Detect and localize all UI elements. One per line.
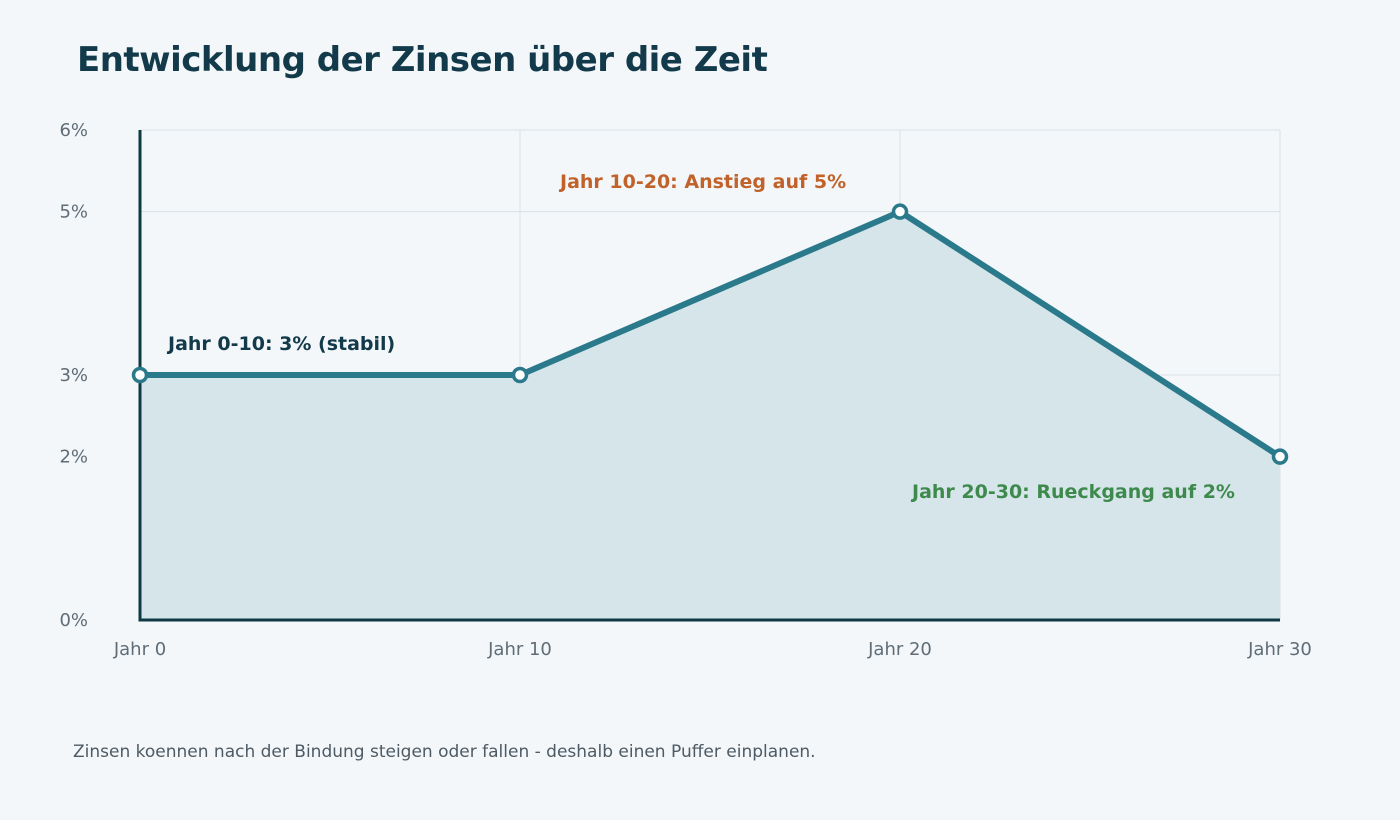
y-tick-label: 0% [59, 610, 88, 631]
data-point [131, 366, 149, 384]
data-point [891, 203, 909, 220]
x-tick-label: Jahr 0 [113, 639, 166, 660]
y-tick-label: 3% [59, 365, 88, 386]
x-tick-label: Jahr 20 [867, 639, 932, 660]
annotation-label: Jahr 10-20: Anstieg auf 5% [558, 171, 846, 193]
y-tick-label: 6% [59, 120, 88, 141]
data-point [511, 366, 529, 384]
y-tick-label: 5% [59, 202, 88, 223]
x-tick-label: Jahr 30 [1247, 639, 1312, 660]
annotation-label: Jahr 0-10: 3% (stabil) [166, 333, 395, 355]
data-point [1271, 448, 1289, 465]
annotation-label: Jahr 20-30: Rueckgang auf 2% [910, 481, 1235, 503]
y-tick-label: 2% [59, 447, 88, 468]
series-line [137, 208, 1283, 460]
chart-caption: Zinsen koennen nach der Bindung steigen … [73, 742, 816, 762]
chart-title: Entwicklung der Zinsen über die Zeit [77, 40, 768, 80]
area-fill [140, 211, 1280, 620]
x-tick-label: Jahr 10 [487, 639, 552, 660]
